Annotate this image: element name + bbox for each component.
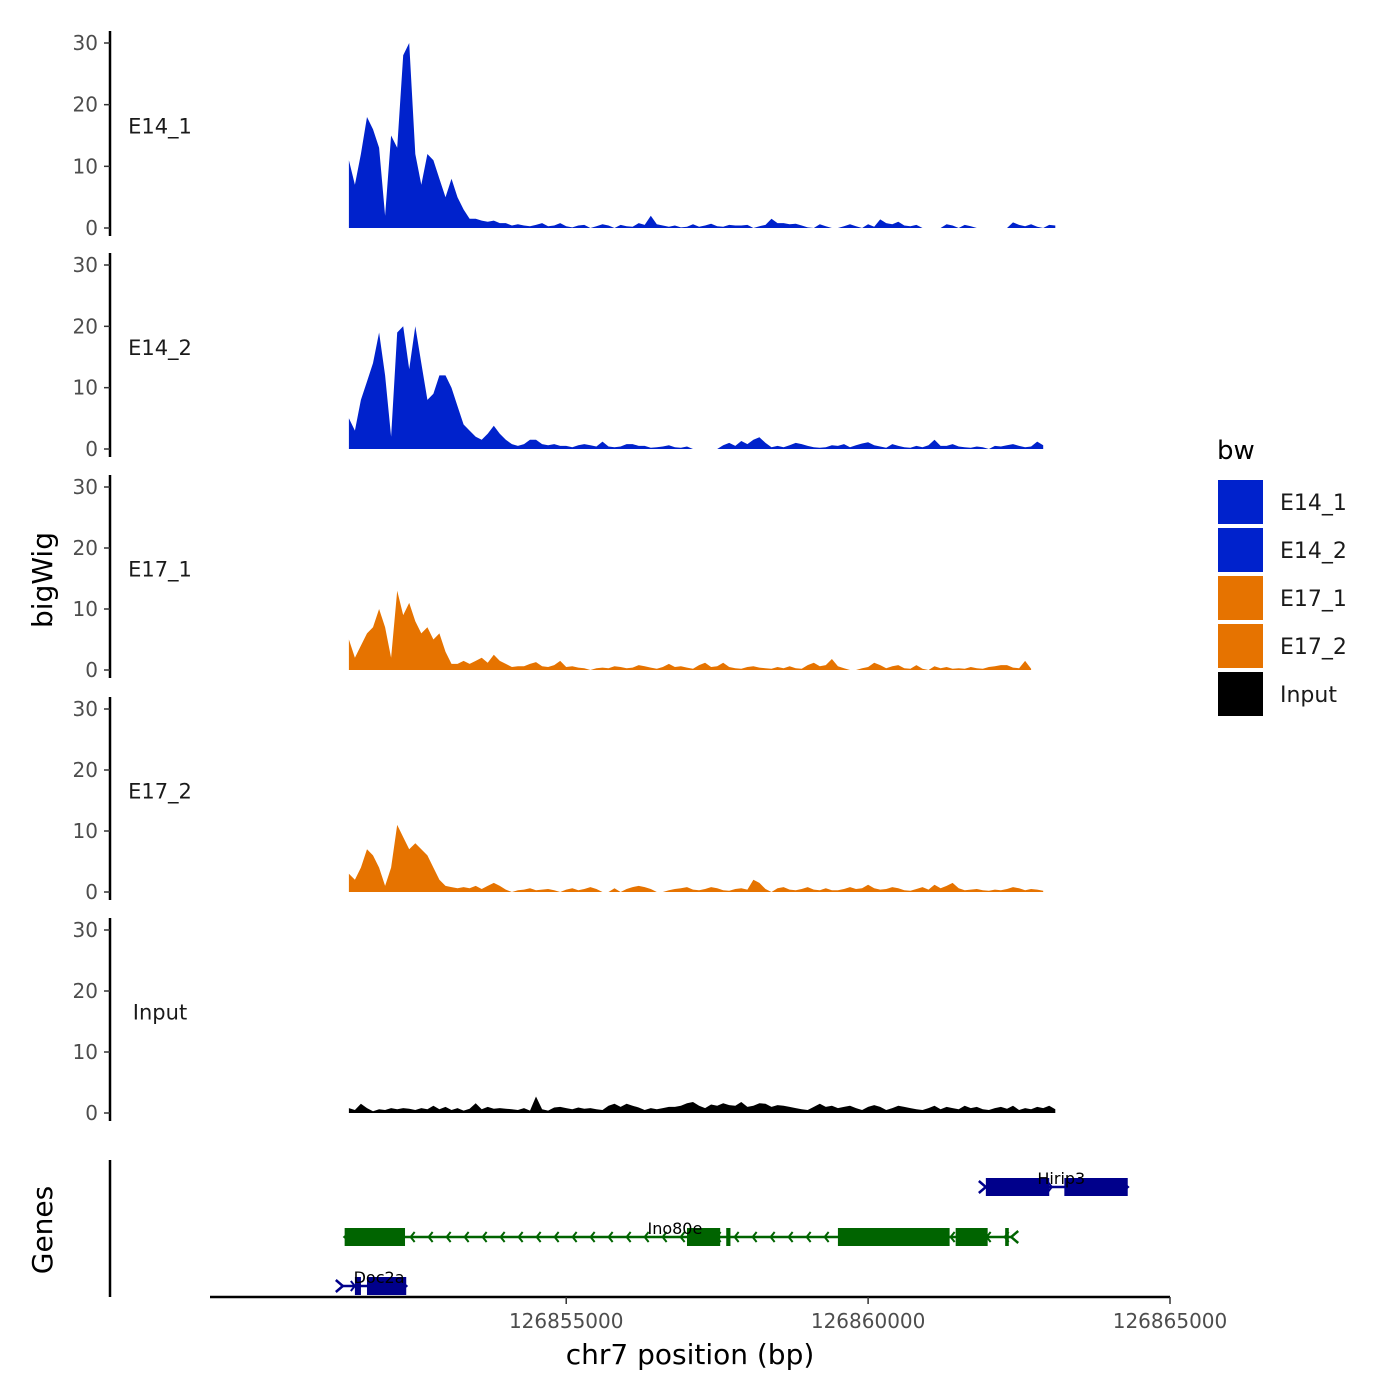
y-tick-label-E17_1-10: 10 (73, 597, 98, 621)
gene-strand-arrow-Ino80e (589, 1231, 596, 1243)
gene-strand-arrow-Ino80e (409, 1231, 416, 1243)
y-tick-label-E17_2-20: 20 (73, 758, 98, 782)
legend-label-E17_1: E17_1 (1280, 587, 1347, 612)
y-tick-label-E14_1-30: 30 (73, 31, 98, 55)
area-E14_2 (348, 326, 1044, 449)
gene-strand-arrow-Ino80e (463, 1231, 470, 1243)
gene-label-Ino80e: Ino80e (647, 1219, 702, 1238)
legend-swatch-E17_2 (1218, 624, 1263, 668)
gene-strand-arrow-Ino80e (427, 1231, 434, 1243)
y-axis-title: bigWig (26, 532, 59, 628)
gene-start-arrow-Hirip3 (978, 1180, 988, 1194)
gene-strand-arrow-Ino80e (517, 1231, 524, 1243)
legend-swatch-E17_1 (1218, 576, 1263, 620)
y-tick-label-E14_2-0: 0 (85, 437, 98, 461)
y-tick-label-E14_1-20: 20 (73, 93, 98, 117)
gene-strand-arrow-Ino80e (679, 1231, 686, 1243)
gene-exon-Ino80e-3 (837, 1228, 950, 1246)
y-tick-label-E14_2-10: 10 (73, 376, 98, 400)
gene-exon-Ino80e-5 (1005, 1228, 1009, 1246)
legend-swatch-E14_1 (1218, 480, 1263, 524)
area-E17_1 (348, 590, 1032, 670)
legend-label-E17_2: E17_2 (1280, 635, 1347, 660)
gene-strand-arrow-Ino80e (643, 1231, 650, 1243)
gene-strand-arrow-Doc2a (350, 1280, 357, 1292)
y-tick-label-E14_2-20: 20 (73, 314, 98, 338)
area-Input (348, 1096, 1056, 1113)
y-tick-label-E17_2-10: 10 (73, 819, 98, 843)
legend-title: bw (1217, 436, 1255, 466)
gene-strand-arrow-Ino80e (607, 1231, 614, 1243)
facet-label-E14_2: E14_2 (128, 336, 192, 361)
y-tick-label-E17_1-0: 0 (85, 658, 98, 682)
gene-exon-Ino80e-0 (344, 1228, 406, 1246)
y-tick-label-E17_2-0: 0 (85, 880, 98, 904)
area-E17_2 (348, 824, 1044, 892)
y-tick-label-Input-30: 30 (73, 918, 98, 942)
x-axis-title: chr7 position (bp) (566, 1338, 815, 1371)
legend-label-Input: Input (1280, 683, 1337, 708)
gene-strand-arrow-Ino80e (553, 1231, 560, 1243)
gene-exon-Doc2a-0 (354, 1277, 361, 1295)
gene-strand-arrow-Ino80e (499, 1231, 506, 1243)
y-tick-label-E14_1-0: 0 (85, 216, 98, 240)
y-tick-label-E14_2-30: 30 (73, 253, 98, 277)
gene-exon-Ino80e-2 (726, 1228, 731, 1246)
x-tick-label-126860000: 126860000 (811, 1309, 926, 1333)
gene-exon-Ino80e-4 (955, 1228, 988, 1246)
gene-label-Doc2a: Doc2a (354, 1268, 405, 1287)
y-tick-label-Input-10: 10 (73, 1040, 98, 1064)
gene-strand-arrow-Ino80e (751, 1231, 758, 1243)
gene-strand-arrow-Ino80e (481, 1231, 488, 1243)
gene-strand-arrow-Ino80e (535, 1231, 542, 1243)
y-tick-label-Input-0: 0 (85, 1101, 98, 1125)
legend-swatch-Input (1218, 672, 1263, 716)
y-tick-label-E17_1-30: 30 (73, 475, 98, 499)
facet-label-Input: Input (133, 1001, 187, 1025)
gene-strand-arrow-Ino80e (769, 1231, 776, 1243)
gene-exon-Doc2a-1 (366, 1277, 407, 1295)
gene-exon-Hirip3-1 (1064, 1178, 1128, 1196)
gene-strand-arrow-Ino80e (661, 1231, 668, 1243)
genes-axis-title: Genes (26, 1186, 59, 1274)
facet-label-E14_1: E14_1 (128, 115, 192, 140)
gene-strand-arrow-Ino80e (949, 1231, 956, 1243)
y-tick-label-E17_1-20: 20 (73, 536, 98, 560)
area-E14_1 (348, 43, 1056, 228)
gene-start-arrow-Ino80e (1009, 1230, 1020, 1244)
gene-strand-arrow-Ino80e (787, 1231, 794, 1243)
y-tick-label-E17_2-30: 30 (73, 697, 98, 721)
x-tick-label-126855000: 126855000 (509, 1309, 624, 1333)
gene-exon-Ino80e-1 (686, 1228, 721, 1246)
gene-label-Hirip3: Hirip3 (1037, 1169, 1085, 1188)
gene-strand-arrow-Ino80e (733, 1231, 740, 1243)
gene-strand-arrow-Ino80e (823, 1231, 830, 1243)
facet-label-E17_2: E17_2 (128, 780, 192, 805)
y-tick-label-E14_1-10: 10 (73, 154, 98, 178)
gene-exon-Hirip3-0 (985, 1178, 1050, 1196)
facet-label-E17_1: E17_1 (128, 558, 192, 583)
gene-strand-arrow-Ino80e (445, 1231, 452, 1243)
legend-label-E14_2: E14_2 (1280, 539, 1347, 564)
legend-label-E14_1: E14_1 (1280, 491, 1347, 516)
x-tick-label-126865000: 126865000 (1113, 1309, 1228, 1333)
legend-swatch-E14_2 (1218, 528, 1263, 572)
gene-strand-arrow-Ino80e (805, 1231, 812, 1243)
gene-strand-arrow-Ino80e (625, 1231, 632, 1243)
gene-strand-arrow-Ino80e (571, 1231, 578, 1243)
gene-start-arrow-Doc2a (335, 1279, 345, 1293)
y-tick-label-Input-20: 20 (73, 979, 98, 1003)
